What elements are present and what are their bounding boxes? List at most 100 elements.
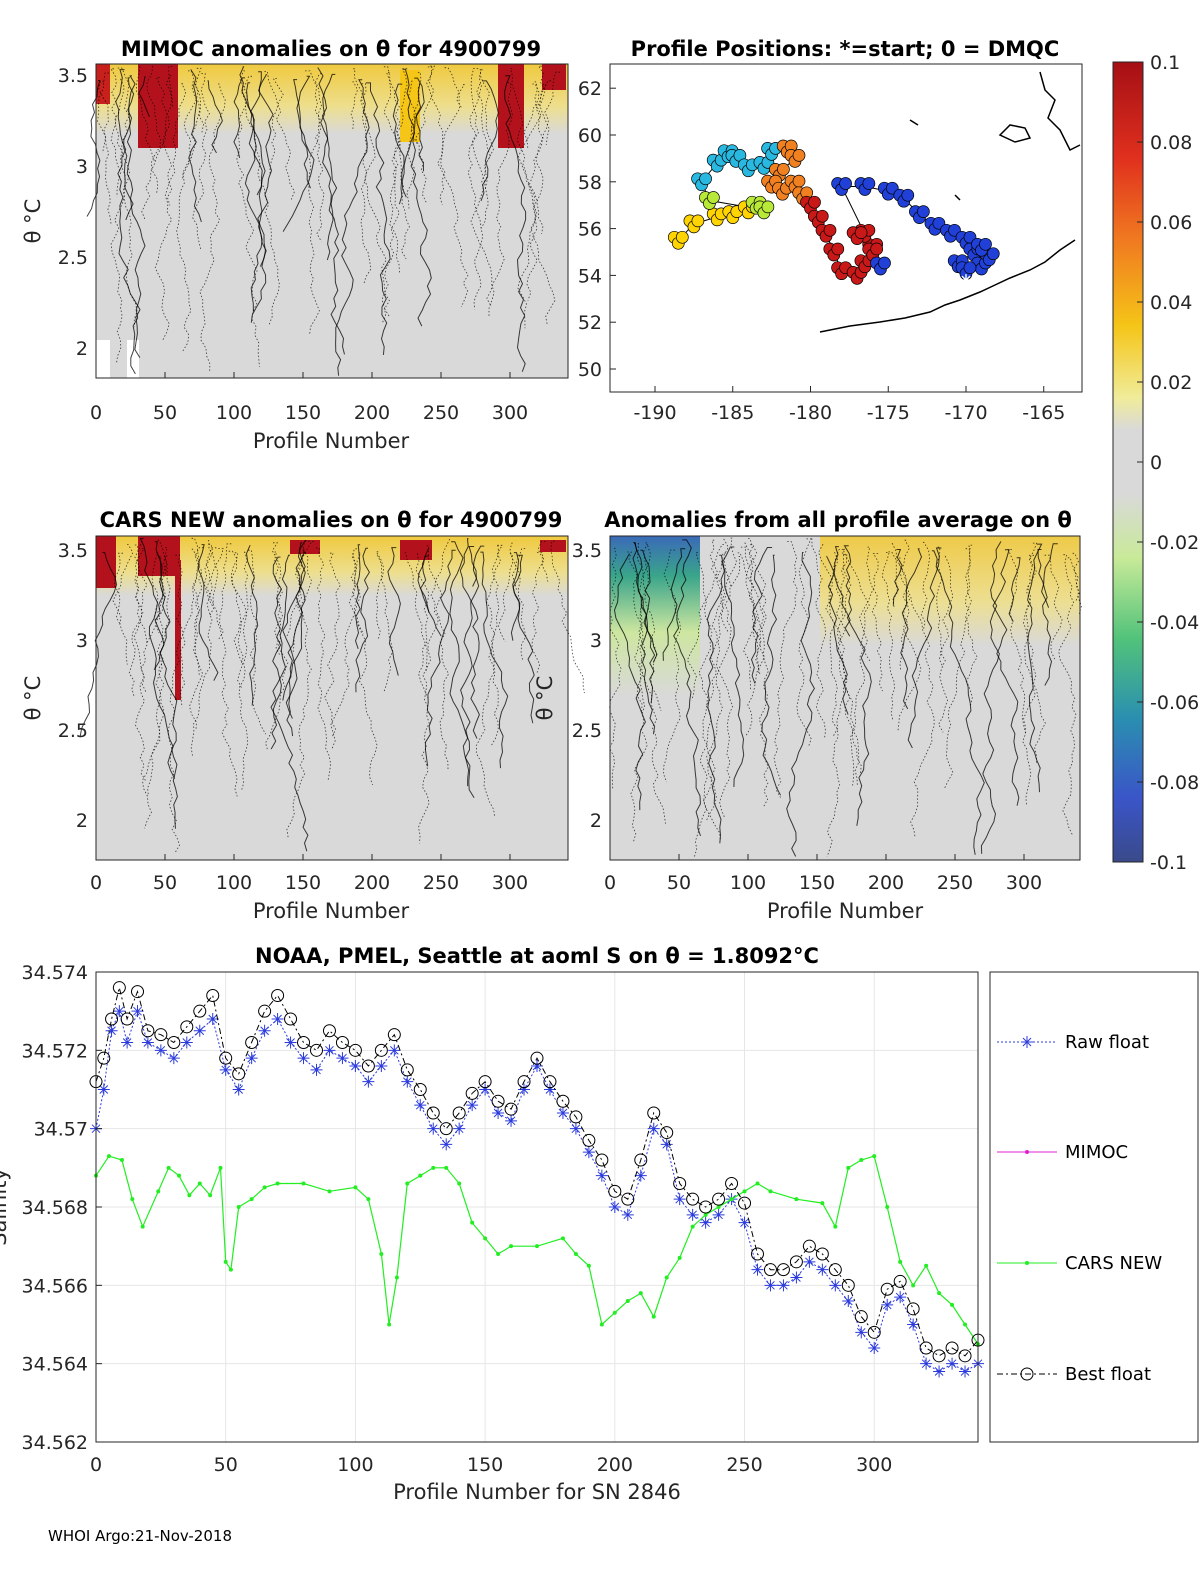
data-point xyxy=(958,1349,972,1363)
contour-line xyxy=(167,548,201,854)
data-point xyxy=(841,1278,855,1292)
data-point xyxy=(228,1267,233,1272)
x-tick-label: 200 xyxy=(354,872,390,894)
profile-position-marker xyxy=(815,209,829,223)
contour-line xyxy=(643,542,662,712)
data-point xyxy=(712,1192,726,1206)
contour-line xyxy=(841,552,852,618)
contour-line xyxy=(931,550,985,855)
contour-line xyxy=(387,547,401,676)
profile-position-marker xyxy=(979,237,992,251)
data-point xyxy=(187,1193,192,1198)
data-point xyxy=(950,1302,955,1307)
data-point xyxy=(131,1005,144,1018)
data-point xyxy=(859,1158,864,1162)
cars-axes-frame xyxy=(95,535,569,861)
data-point xyxy=(651,1314,656,1319)
contour-line xyxy=(112,544,134,665)
data-point xyxy=(621,1192,635,1206)
contour-line xyxy=(194,547,204,676)
x-tick-label: 50 xyxy=(153,872,177,894)
contour-line xyxy=(146,65,161,195)
data-point xyxy=(439,1122,453,1136)
data-point xyxy=(946,1357,959,1370)
cars-yticks: 2 2.5 3 3.5 xyxy=(58,540,88,832)
y-tick-label: 34.568 xyxy=(22,1197,88,1219)
contour-line xyxy=(743,538,756,691)
data-point xyxy=(236,1205,241,1209)
data-point xyxy=(258,1024,271,1037)
data-point xyxy=(829,1279,842,1292)
contour-line xyxy=(498,553,514,642)
mimoc-ylabel: θ °C xyxy=(21,199,45,244)
cars-ylabel: θ °C xyxy=(21,676,45,721)
profile-position-marker xyxy=(823,223,837,237)
x-tick-label: 0 xyxy=(90,1454,102,1476)
data-point xyxy=(405,1181,410,1186)
data-point xyxy=(156,1189,161,1194)
data-point xyxy=(790,1271,803,1284)
contour-line xyxy=(110,68,122,197)
contour-line xyxy=(673,539,701,837)
data-point xyxy=(327,1189,332,1194)
data-point xyxy=(297,1052,310,1065)
profile-position-marker xyxy=(691,214,705,228)
colorbar-tick-label: 0.1 xyxy=(1150,52,1180,74)
data-point xyxy=(154,1028,168,1042)
data-point xyxy=(219,1063,232,1076)
contour-line xyxy=(269,78,284,175)
profile-position-marker xyxy=(839,177,852,190)
data-point xyxy=(394,1275,399,1280)
contour-line xyxy=(512,554,535,724)
data-point xyxy=(560,1236,565,1241)
cars-hot-patch xyxy=(400,540,432,560)
data-point xyxy=(872,1154,877,1159)
mimoc-hot-patch xyxy=(138,64,178,148)
x-tick-label: 300 xyxy=(856,1454,892,1476)
data-point xyxy=(349,1060,362,1072)
contour-line xyxy=(786,552,815,857)
y-tick-label: 34.572 xyxy=(22,1040,88,1062)
cars-hot-patch xyxy=(540,540,566,552)
data-point xyxy=(483,1236,488,1241)
contour-line xyxy=(257,74,274,267)
contour-line xyxy=(811,538,827,739)
x-tick-label: -165 xyxy=(1022,402,1065,424)
mimoc-warm-patch xyxy=(400,70,420,142)
data-point xyxy=(427,1122,440,1135)
contour-line xyxy=(832,549,862,774)
data-point xyxy=(97,1083,110,1096)
data-point xyxy=(686,1192,700,1206)
contour-line xyxy=(826,555,851,637)
colorbar-tick-label: 0.02 xyxy=(1150,372,1192,394)
contour-line xyxy=(153,541,171,670)
contour-line xyxy=(139,538,176,779)
x-tick-label: 50 xyxy=(153,402,177,424)
data-point xyxy=(112,981,126,995)
data-point xyxy=(690,1224,695,1229)
contour-line xyxy=(296,75,311,189)
contour-line xyxy=(663,549,682,783)
profile-position-marker xyxy=(777,163,790,176)
contour-line xyxy=(155,77,173,206)
mimoc-yticks: 2 2.5 3 3.5 xyxy=(58,65,88,360)
data-point xyxy=(742,1189,747,1194)
contour-line xyxy=(244,71,263,312)
data-point xyxy=(893,1274,907,1288)
contour-line xyxy=(348,553,364,635)
panel-avg-title: Anomalies from all profile average on θ xyxy=(604,508,1072,532)
avg-warm-patch xyxy=(820,536,1080,646)
legend-items: Raw float MIMOC CARS NEW Best float xyxy=(997,1032,1162,1385)
data-point xyxy=(789,1255,803,1269)
data-point xyxy=(121,1036,134,1049)
data-point xyxy=(712,1208,725,1221)
contour-line xyxy=(406,72,422,209)
contour-line xyxy=(892,549,903,606)
data-point xyxy=(777,1279,790,1292)
data-point xyxy=(595,1169,608,1182)
x-tick-label: -175 xyxy=(867,402,910,424)
data-point xyxy=(725,1177,739,1190)
contour-line xyxy=(459,538,480,739)
contour-line xyxy=(897,539,922,733)
data-point xyxy=(504,1102,518,1116)
